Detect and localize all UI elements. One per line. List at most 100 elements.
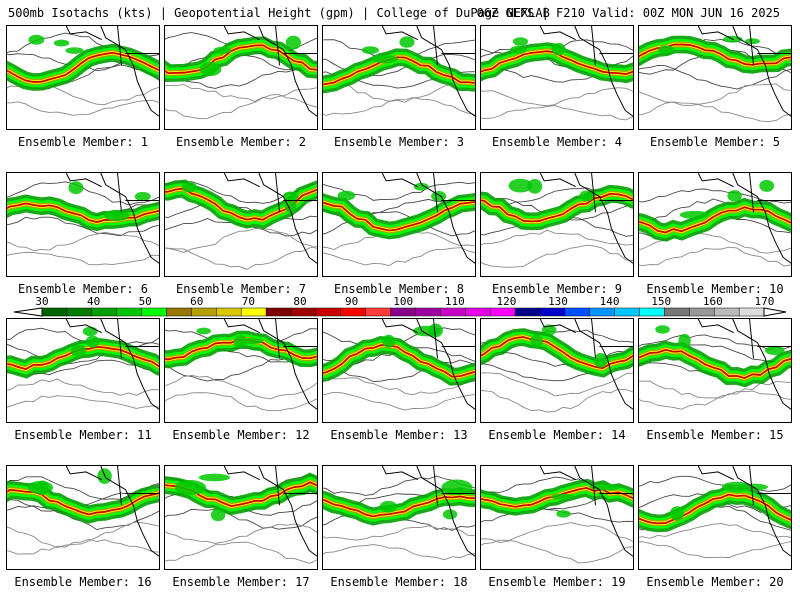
colorbar-swatch: [240, 307, 267, 317]
isotach-blob: [361, 46, 379, 54]
ensemble-panel: [6, 465, 160, 570]
colorbar-swatch: [415, 307, 441, 317]
colorbar-swatch: [166, 307, 192, 317]
header-title-left: 500mb Isotachs (kts) | Geopotential Heig…: [8, 6, 550, 20]
colorbar-tick-label: 150: [651, 295, 672, 308]
height-contour: [639, 232, 791, 254]
colorbar-swatch: [390, 307, 416, 317]
coastline-borders: [223, 319, 317, 410]
isotach-blob: [70, 344, 87, 358]
colorbar-swatch: [91, 307, 118, 317]
coastline-borders: [65, 319, 159, 410]
coastline-borders: [539, 466, 633, 557]
colorbar-tick-label: 80: [293, 295, 307, 308]
height-contour: [481, 87, 633, 107]
ensemble-panel: [322, 318, 476, 423]
colorbar-tick-label: 160: [702, 295, 723, 308]
colorbar-swatch: [614, 307, 641, 317]
height-contour: [481, 388, 633, 413]
coastline-borders: [223, 466, 317, 557]
colorbar-swatches: [13, 307, 787, 317]
height-contour: [323, 391, 475, 411]
height-contour: [165, 541, 317, 564]
isotach-blob: [541, 324, 557, 336]
colorbar-swatch: [365, 307, 392, 317]
isotach-blob: [678, 333, 691, 349]
coastline-borders: [697, 26, 791, 117]
ensemble-member-label: Ensemble Member: 9: [491, 282, 623, 296]
height-contour: [7, 341, 159, 365]
height-contour: [639, 83, 791, 107]
colorbar-swatch: [564, 307, 591, 317]
isotach-blob: [593, 353, 608, 368]
isotach-blob: [556, 510, 571, 518]
isotach-band: [7, 202, 159, 223]
height-contour: [639, 475, 791, 492]
height-contour: [7, 521, 159, 549]
height-contour: [639, 334, 791, 351]
isotach-blob: [442, 509, 458, 520]
isotach-blob: [233, 335, 248, 348]
ensemble-panel: [638, 318, 792, 423]
ensemble-member-label: Ensemble Member: 14: [488, 428, 626, 442]
isotach-blob: [198, 473, 231, 482]
isotach-blob: [550, 493, 575, 500]
height-contour: [323, 475, 475, 496]
isotach-blob: [174, 480, 207, 496]
height-contour: [639, 541, 791, 559]
colorbar-swatch: [689, 307, 715, 317]
ensemble-panel: [480, 318, 634, 423]
coastline-borders: [65, 466, 159, 557]
colorbar-swatch: [141, 307, 168, 317]
isotach-blob: [27, 480, 54, 495]
height-contour: [481, 244, 633, 268]
colorbar-tick-label: 30: [35, 295, 49, 308]
isotach-band: [481, 192, 633, 223]
ensemble-map: [7, 319, 159, 410]
ensemble-panel: [638, 172, 792, 277]
coastline-borders: [223, 26, 317, 117]
colorbar-swatch: [589, 307, 616, 317]
ensemble-member-label: Ensemble Member: 11: [14, 428, 152, 442]
ensemble-panel: [322, 25, 476, 130]
isotach-blob: [722, 481, 752, 492]
colorbar-tick-label: 140: [599, 295, 620, 308]
height-contour: [7, 216, 159, 237]
ensemble-map: [7, 173, 159, 266]
isotach-blob: [370, 54, 399, 64]
isotach-blob: [28, 34, 45, 45]
ensemble-member-label: Ensemble Member: 12: [172, 428, 310, 442]
height-contour: [7, 395, 159, 409]
isotach-blob: [764, 345, 785, 355]
ensemble-map: [323, 173, 475, 266]
isotach-blob: [669, 506, 685, 521]
isotach-band: [323, 495, 475, 518]
height-contour: [323, 525, 475, 541]
header-title-right: 06Z GEFS | F210 Valid: 00Z MON JUN 16 20…: [476, 6, 780, 20]
isotach-blob: [199, 62, 222, 77]
isotach-blob: [655, 325, 670, 334]
height-contour: [481, 372, 633, 397]
ensemble-member-label: Ensemble Member: 16: [14, 575, 152, 589]
isotach-blob: [727, 190, 742, 202]
isotach-blob: [412, 325, 441, 337]
height-contour: [165, 508, 317, 530]
ensemble-map: [323, 466, 475, 561]
coastline-borders: [381, 466, 475, 557]
height-contour: [639, 523, 791, 539]
ensemble-member-label: Ensemble Member: 1: [17, 135, 149, 149]
colorbar-tick-labels: 30 40 50 60 70 80 90 100 110 120 130 140 150 160 170: [0, 296, 800, 308]
coastline-borders: [697, 173, 791, 264]
height-contour: [639, 188, 791, 204]
height-contour: [481, 539, 633, 564]
ensemble-map: [639, 26, 791, 123]
height-contour: [481, 105, 633, 121]
isotach-band: [323, 200, 475, 232]
colorbar-swatch: [116, 307, 143, 317]
isotach-blob: [65, 47, 84, 54]
isotach-blob: [579, 190, 595, 202]
isotach-blob: [379, 500, 398, 513]
colorbar-tick-label: 60: [190, 295, 204, 308]
height-contour: [165, 392, 317, 412]
ensemble-member-label: Ensemble Member: 17: [172, 575, 310, 589]
